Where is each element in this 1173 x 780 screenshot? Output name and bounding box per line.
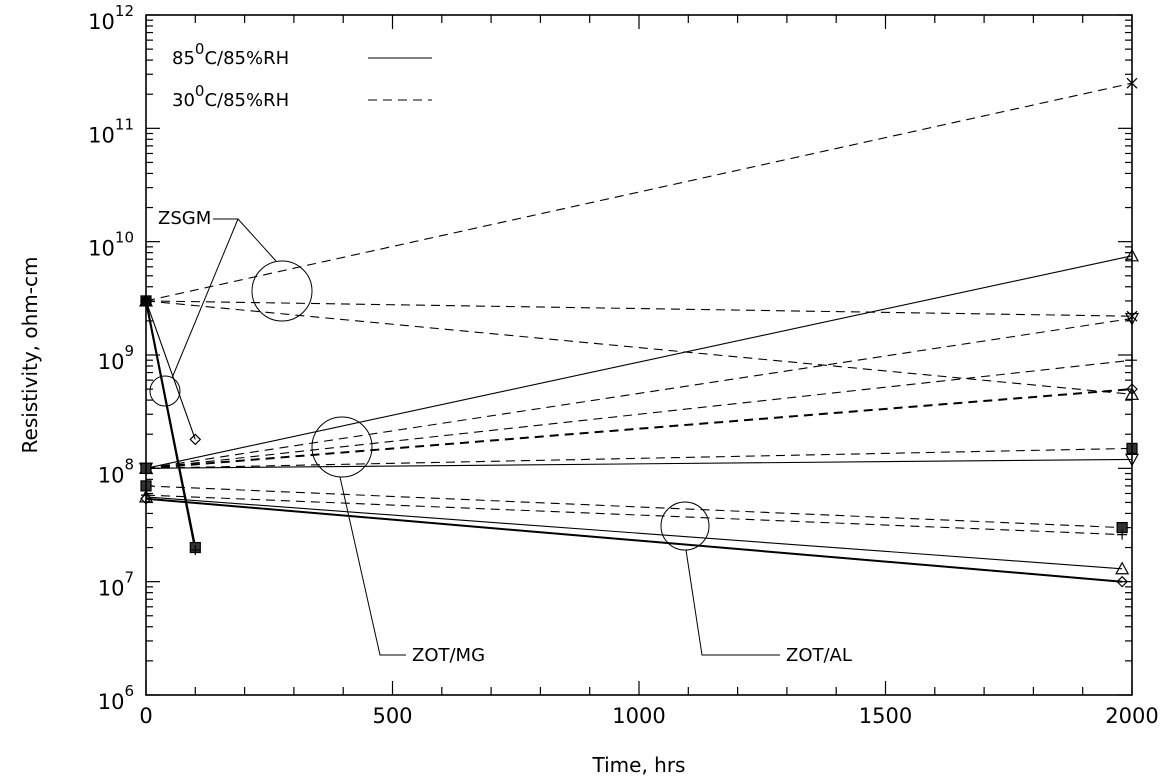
y-tick-exp: 6	[124, 682, 134, 700]
y-tick-exp: 9	[124, 342, 134, 360]
y-tick-label: 107	[98, 569, 134, 601]
y-tick-base: 10	[88, 123, 115, 147]
x-axis-label: Time, hrs	[592, 753, 686, 777]
zsgm-leader-a	[213, 218, 277, 262]
x-tick-label: 2000	[1105, 704, 1158, 728]
y-tick-exp: 8	[124, 455, 134, 473]
series-line	[145, 494, 1123, 536]
series-line	[145, 496, 1123, 570]
legend-degree: 0	[195, 40, 205, 58]
x-tick-label: 1500	[859, 704, 912, 728]
y-tick-label: 1011	[88, 115, 134, 147]
y-tick-base: 10	[98, 577, 125, 601]
series-line	[145, 300, 1133, 395]
diamond-marker	[1116, 575, 1128, 588]
legend-degree: 0	[195, 82, 205, 100]
series-line	[145, 300, 196, 440]
y-tick-label: 1010	[88, 229, 134, 261]
y-axis-label: Resistivity, ohm-cm	[18, 257, 42, 454]
plot-frame	[145, 14, 1133, 696]
y-tick-label: 1012	[88, 2, 134, 34]
zotal-leader	[685, 549, 780, 656]
annotation-zot-mg: ZOT/MG	[412, 645, 485, 666]
legend-label: 850C/85%RH	[172, 40, 289, 69]
series-line	[145, 447, 1133, 469]
legend-temp: 85	[172, 48, 195, 69]
zsgm-leader-b	[171, 218, 239, 379]
plus-marker	[190, 545, 201, 556]
series-line	[145, 497, 1123, 583]
legend-condition: C/85%RH	[204, 90, 289, 111]
zsgm-circle-large	[251, 260, 313, 322]
y-tick-exp: 12	[115, 2, 134, 20]
diamond-marker	[189, 433, 202, 446]
annotation-zsgm: ZSGM	[158, 208, 211, 229]
series-line	[145, 300, 197, 551]
y-tick-exp: 10	[115, 229, 134, 247]
x-tick-label: 500	[372, 704, 412, 728]
x-tick-label: 1000	[612, 704, 665, 728]
series-line	[145, 255, 1133, 469]
series-line	[145, 458, 1133, 469]
legend-label: 300C/85%RH	[172, 82, 289, 111]
y-tick-base: 10	[98, 350, 125, 374]
legend-condition: C/85%RH	[204, 48, 289, 69]
plus-marker	[1117, 529, 1128, 540]
y-tick-label: 108	[98, 455, 134, 487]
series-line	[145, 485, 1123, 529]
triangle-up-marker	[1115, 561, 1130, 575]
y-tick-exp: 7	[124, 569, 134, 587]
zsgm-circle-small	[149, 375, 181, 407]
x-tick-label: 0	[139, 704, 152, 728]
y-tick-base: 10	[88, 237, 115, 261]
series-line	[145, 82, 1133, 302]
series-line	[145, 388, 1133, 470]
series-line	[145, 317, 1133, 469]
series-line	[145, 359, 1133, 469]
y-tick-exp: 11	[115, 115, 134, 133]
y-tick-base: 10	[88, 10, 115, 34]
y-tick-label: 106	[98, 682, 134, 714]
zotmg-leader	[339, 476, 406, 656]
y-tick-base: 10	[98, 690, 125, 714]
y-tick-base: 10	[98, 463, 125, 487]
legend-temp: 30	[172, 90, 195, 111]
series-line	[145, 300, 1133, 317]
zotmg-circle	[311, 416, 373, 478]
annotation-zot-al: ZOT/AL	[786, 645, 852, 666]
zotal-circle	[660, 501, 710, 551]
y-tick-label: 109	[98, 342, 134, 374]
